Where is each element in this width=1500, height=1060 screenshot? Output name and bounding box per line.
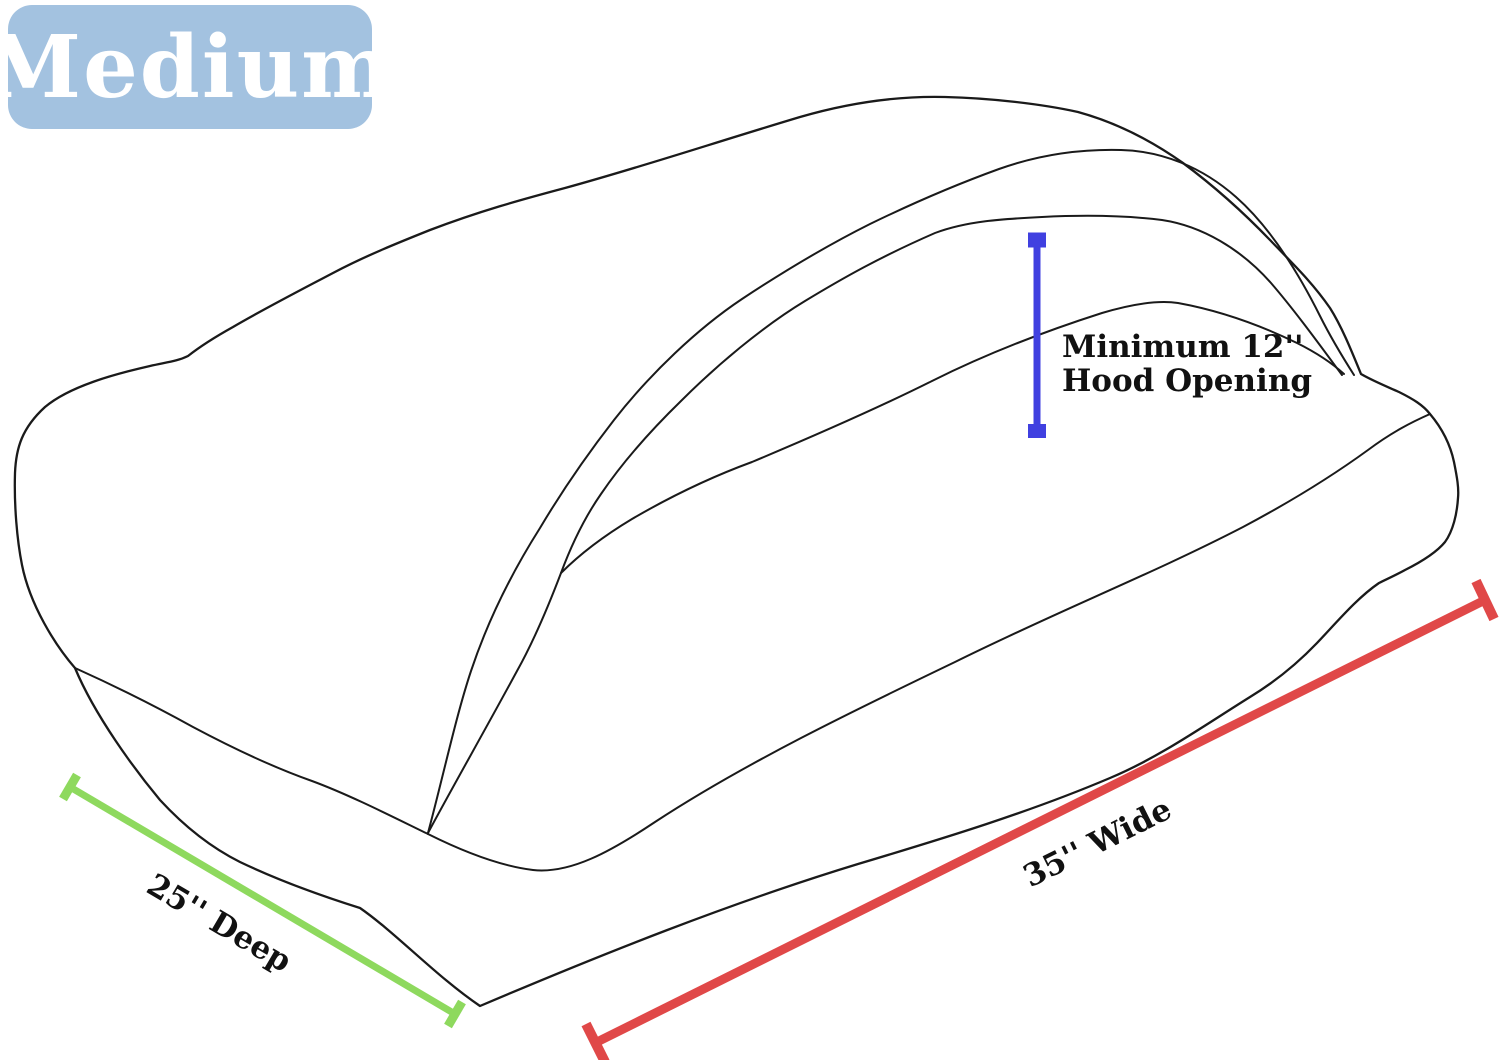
mattress-top-edge: [74, 667, 429, 835]
size-badge-label: Medium: [0, 16, 395, 118]
width-dimension-line: [581, 578, 1499, 1060]
cushion-front-edge: [427, 413, 1431, 872]
hood-opening-label-line2: Hood Opening: [1062, 363, 1312, 399]
bed-outer-silhouette: [13, 95, 1460, 1008]
hood-opening-label-line1: Minimum 12'': [1062, 329, 1303, 365]
cushion-hump-line: [560, 301, 1345, 574]
depth-dimension-top-cap: [59, 772, 81, 802]
width-dimension-label: 35'' Wide: [1018, 791, 1178, 895]
width-dimension-right-cap: [1471, 578, 1499, 622]
hood-rim-inner-arc: [427, 214, 1343, 834]
depth-dimension-line: [59, 772, 466, 1029]
depth-dimension-label: 25'' Deep: [141, 867, 298, 980]
hood-rim-outer-arc: [427, 148, 1355, 834]
size-badge: Medium: [0, 5, 392, 129]
bed-line-art: [13, 95, 1460, 1008]
depth-dimension-bottom-cap: [444, 999, 466, 1029]
hood-opening-dimension-line: [1028, 232, 1046, 438]
width-dimension-left-cap: [581, 1021, 610, 1060]
